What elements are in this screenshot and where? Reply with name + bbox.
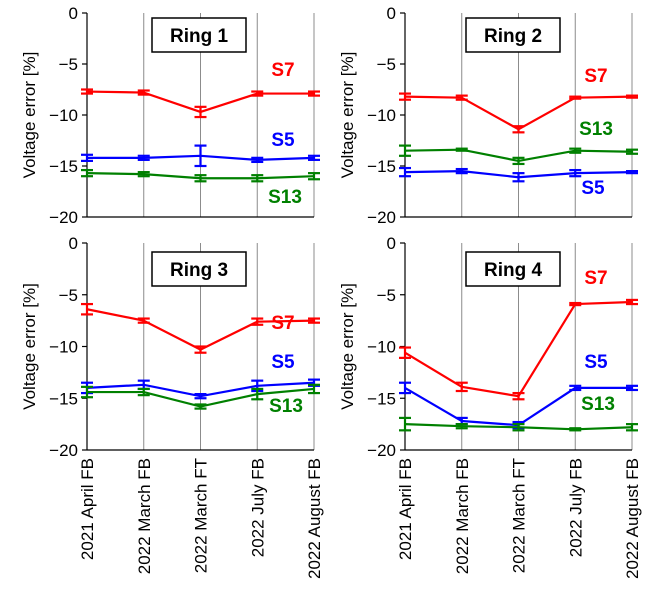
chart-panel-2: 0 −5 −10 −15 −20 Voltage error [%] S7 S13 S5 Ring…	[338, 4, 638, 227]
series-S13: S13	[81, 168, 320, 208]
title-box	[465, 251, 561, 287]
series-label: S5	[584, 352, 608, 373]
title-box	[465, 17, 561, 53]
x-tick-label: 2021 April FB	[78, 458, 97, 560]
series-label: S13	[268, 187, 302, 208]
series-S7: S7	[399, 66, 638, 134]
y-tick-label: −20	[367, 208, 396, 227]
y-tick-label: −10	[367, 106, 396, 125]
chart-panel-4: 0 −5 −10 −15 −20 Voltage error [%] 2021 April …	[338, 234, 642, 579]
series-S7: S7	[399, 268, 638, 401]
x-tick-label: 2022 March FB	[453, 458, 472, 574]
x-tick-label: 2021 April FB	[396, 458, 415, 560]
y-tick-label: 0	[387, 4, 396, 23]
y-axis-label: Voltage error [%]	[338, 283, 357, 410]
chart-title: Ring 2	[484, 26, 542, 47]
y-tick-label: −20	[49, 208, 78, 227]
y-tick-label: −5	[377, 286, 396, 305]
series-label: S5	[271, 352, 295, 373]
x-tick-label: 2022 July FB	[566, 458, 585, 557]
title-box	[151, 251, 247, 287]
series-S5: S5	[399, 352, 638, 430]
y-tick-label: −5	[377, 55, 396, 74]
series-label: S13	[269, 396, 303, 417]
x-tick-label: 2022 August FB	[305, 458, 324, 579]
series-S13: S13	[81, 383, 320, 417]
y-axis-label: Voltage error [%]	[338, 52, 357, 179]
y-tick-label: −5	[59, 55, 78, 74]
y-tick-label: −20	[367, 441, 396, 460]
series-S13: S13	[399, 119, 638, 166]
y-tick-label: −10	[367, 338, 396, 357]
y-tick-label: −10	[49, 106, 78, 125]
series-S13: S13	[399, 394, 638, 432]
x-tick-label: 2022 July FB	[248, 458, 267, 557]
chart-panel-3: 0 −5 −10 −15 −20 Voltage error [%] 2021 April …	[20, 234, 324, 579]
series-label: S7	[584, 268, 607, 289]
x-tick-label: 2022 August FB	[623, 458, 642, 579]
y-tick-label: −15	[367, 389, 396, 408]
series-label: S7	[271, 313, 294, 334]
series-label: S7	[584, 66, 607, 87]
series-label: S7	[271, 60, 294, 81]
x-tick-label: 2022 March FB	[135, 458, 154, 574]
y-tick-label: −15	[49, 389, 78, 408]
chart-title: Ring 1	[170, 26, 228, 47]
y-tick-label: 0	[69, 234, 78, 253]
y-tick-label: 0	[387, 234, 396, 253]
series-label: S5	[271, 130, 295, 151]
series-S7: S7	[81, 302, 320, 354]
y-tick-label: −5	[59, 286, 78, 305]
series-label: S13	[579, 119, 613, 140]
series-label: S13	[581, 394, 615, 415]
series-S7: S7	[81, 60, 320, 119]
x-tick-label: 2022 March FT	[510, 458, 529, 573]
chart-title: Ring 4	[484, 260, 542, 281]
y-tick-label: −15	[49, 157, 78, 176]
chart-title: Ring 3	[170, 260, 228, 281]
y-tick-label: −10	[49, 338, 78, 357]
title-box	[151, 17, 247, 53]
y-tick-label: −20	[49, 441, 78, 460]
y-tick-label: 0	[69, 4, 78, 23]
y-tick-label: −15	[367, 157, 396, 176]
y-axis-label: Voltage error [%]	[20, 283, 39, 410]
series-S5: S5	[81, 352, 320, 400]
chart-panel-1: 0 −5 −10 −15 −20 Voltage error [%] S7 S5 S13 Ring…	[20, 4, 320, 227]
series-label: S5	[581, 178, 605, 199]
series-S5: S5	[399, 166, 638, 199]
y-axis-label: Voltage error [%]	[20, 52, 39, 179]
series-S5: S5	[81, 130, 320, 168]
x-tick-label: 2022 March FT	[192, 458, 211, 573]
